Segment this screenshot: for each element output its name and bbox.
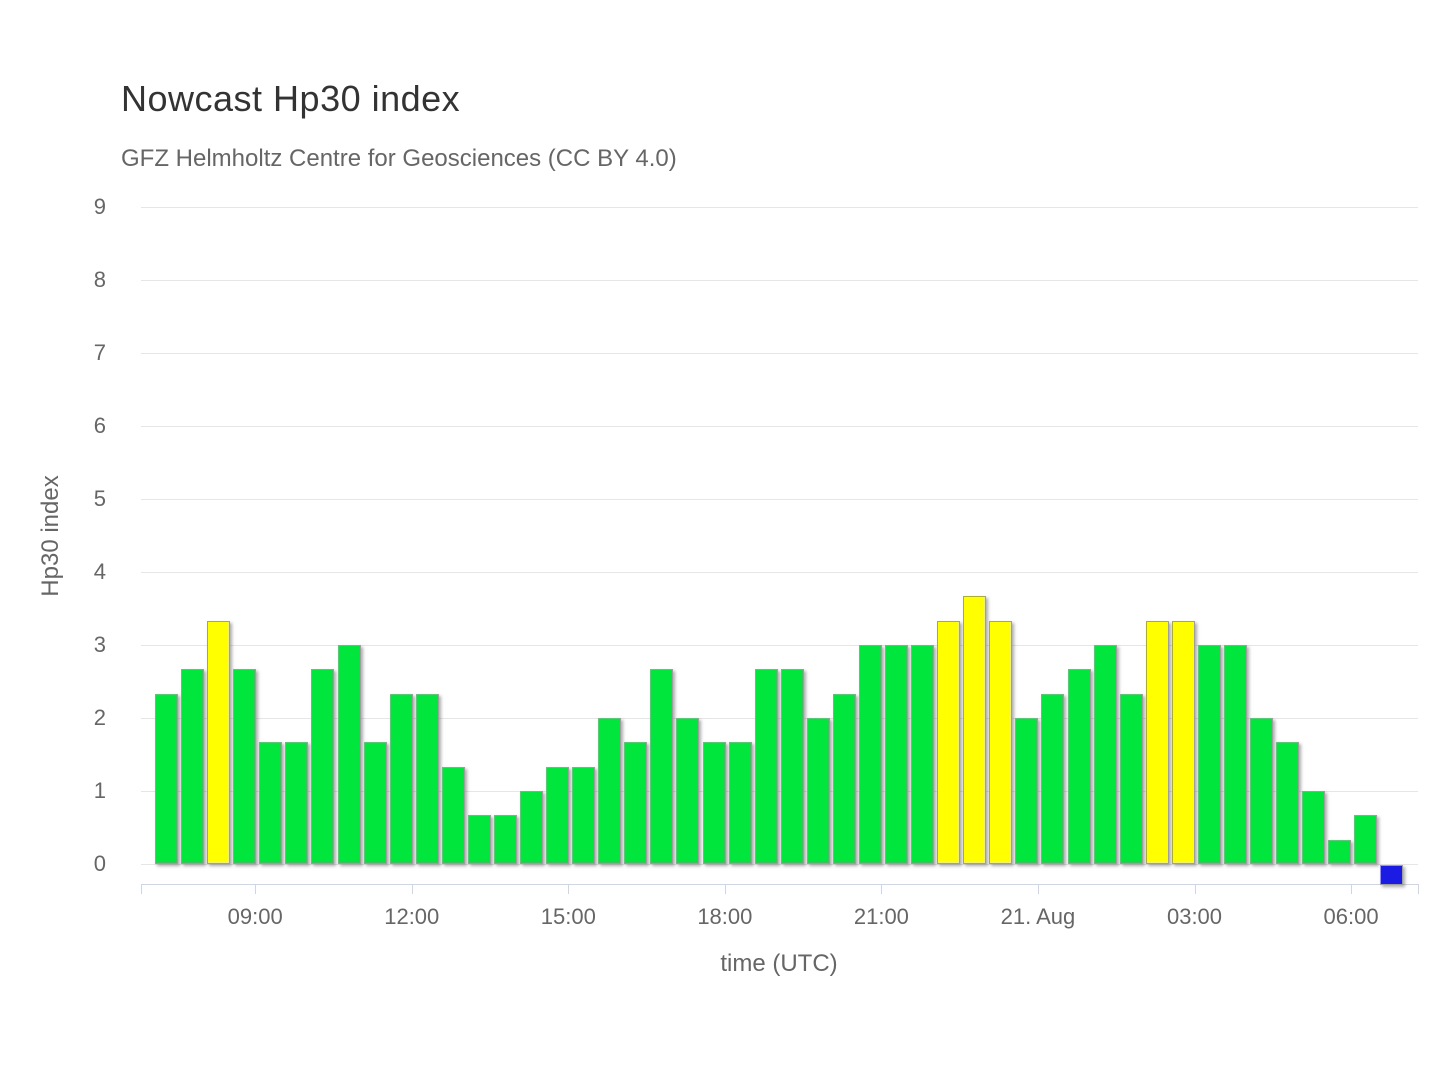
- bar-23:00[interactable]: [989, 620, 1013, 864]
- bar-06:30[interactable]: [1380, 865, 1404, 885]
- gridline-y2: [141, 718, 1418, 719]
- bar-19:00[interactable]: [780, 669, 804, 864]
- y-tick-label-0: 0: [93, 851, 106, 876]
- bar-18:00[interactable]: [728, 742, 752, 864]
- bar-16:30[interactable]: [650, 669, 674, 864]
- x-tick-0600: [1351, 884, 1353, 894]
- bar-15:30[interactable]: [598, 718, 622, 864]
- bar-22:00[interactable]: [937, 620, 961, 864]
- axis-edge-tick-left: [141, 884, 142, 894]
- bar-23:30[interactable]: [1015, 718, 1039, 864]
- x-tick-label: 21:00: [853, 904, 909, 929]
- bar-12:30[interactable]: [441, 766, 465, 864]
- bar-14:00[interactable]: [520, 791, 543, 864]
- bar-07:00[interactable]: [155, 693, 178, 864]
- gridline-y0: [141, 864, 1418, 865]
- y-tick-label-5: 5: [93, 486, 106, 511]
- gridline-y7: [141, 353, 1418, 354]
- bar-11:30[interactable]: [389, 693, 413, 864]
- gridline-y5: [141, 499, 1418, 500]
- x-tick-2100: [881, 884, 883, 894]
- bar-04:30[interactable]: [1276, 742, 1299, 864]
- x-tick-0900: [255, 884, 257, 894]
- x-tick-21Aug: [1037, 884, 1039, 894]
- bar-01:30[interactable]: [1119, 693, 1143, 864]
- gridline-y3: [141, 645, 1418, 646]
- x-tick-1800: [724, 884, 726, 894]
- bar-21:30[interactable]: [911, 645, 934, 864]
- bar-09:00[interactable]: [259, 742, 283, 864]
- bar-02:30[interactable]: [1171, 620, 1195, 864]
- bar-12:00[interactable]: [415, 693, 439, 864]
- bar-22:30[interactable]: [963, 596, 987, 864]
- bar-11:00[interactable]: [363, 742, 387, 864]
- y-tick-label-2: 2: [93, 705, 106, 730]
- x-tick-label: 09:00: [227, 904, 283, 929]
- x-tick-label: 03:00: [1166, 904, 1223, 929]
- x-tick-label: 18:00: [697, 904, 753, 929]
- x-tick-1200: [411, 884, 413, 894]
- y-tick-label-7: 7: [93, 340, 106, 365]
- x-tick-1500: [568, 884, 570, 894]
- y-tick-label-1: 1: [93, 778, 106, 803]
- bar-08:00[interactable]: [207, 620, 231, 864]
- x-tick-label: 06:00: [1323, 904, 1379, 929]
- bar-06:00[interactable]: [1354, 815, 1378, 864]
- bar-14:30[interactable]: [546, 766, 569, 864]
- bar-08:30[interactable]: [233, 669, 257, 864]
- x-tick-label: 15:00: [540, 904, 596, 929]
- x-tick-label: 21. Aug: [1000, 904, 1076, 929]
- y-tick-label-8: 8: [93, 267, 106, 292]
- chart-title: Nowcast Hp30 index: [121, 78, 461, 119]
- bar-13:00[interactable]: [467, 815, 491, 864]
- gridline-y1: [141, 791, 1418, 792]
- bar-13:30[interactable]: [493, 815, 517, 864]
- bar-10:30[interactable]: [337, 645, 361, 864]
- x-axis-title: time (UTC): [720, 950, 838, 977]
- bar-00:30[interactable]: [1067, 669, 1091, 864]
- x-tick-label: 12:00: [384, 904, 440, 929]
- bar-03:30[interactable]: [1223, 645, 1247, 864]
- bar-05:00[interactable]: [1302, 791, 1326, 864]
- bar-16:00[interactable]: [624, 742, 648, 864]
- bar-17:00[interactable]: [676, 718, 700, 864]
- bar-19:30[interactable]: [806, 718, 830, 864]
- y-tick-label-4: 4: [93, 559, 106, 584]
- y-tick-label-9: 9: [93, 194, 106, 219]
- bar-10:00[interactable]: [311, 669, 335, 864]
- axis-edge-tick-right: [1418, 884, 1419, 894]
- bar-15:00[interactable]: [572, 766, 596, 864]
- bar-02:00[interactable]: [1145, 620, 1169, 864]
- bar-17:30[interactable]: [702, 742, 726, 864]
- chart-subtitle: GFZ Helmholtz Centre for Geosciences (CC…: [121, 145, 677, 172]
- x-axis-line: [141, 884, 1418, 885]
- bar-01:00[interactable]: [1093, 645, 1117, 864]
- bar-05:30[interactable]: [1328, 839, 1352, 864]
- gridline-y8: [141, 280, 1418, 281]
- bar-21:00[interactable]: [885, 645, 908, 864]
- y-tick-label-3: 3: [93, 632, 106, 657]
- bar-00:00[interactable]: [1041, 693, 1065, 864]
- gridline-y9: [141, 207, 1418, 208]
- y-tick-label-6: 6: [93, 413, 106, 438]
- bar-20:30[interactable]: [858, 645, 882, 864]
- bar-03:00[interactable]: [1197, 645, 1221, 864]
- bar-07:30[interactable]: [181, 669, 205, 864]
- bar-18:30[interactable]: [754, 669, 778, 864]
- x-tick-0300: [1194, 884, 1196, 894]
- bar-20:00[interactable]: [832, 693, 856, 864]
- gridline-y6: [141, 426, 1418, 427]
- gridline-y4: [141, 572, 1418, 573]
- bar-09:30[interactable]: [285, 742, 309, 864]
- bar-04:00[interactable]: [1249, 718, 1273, 864]
